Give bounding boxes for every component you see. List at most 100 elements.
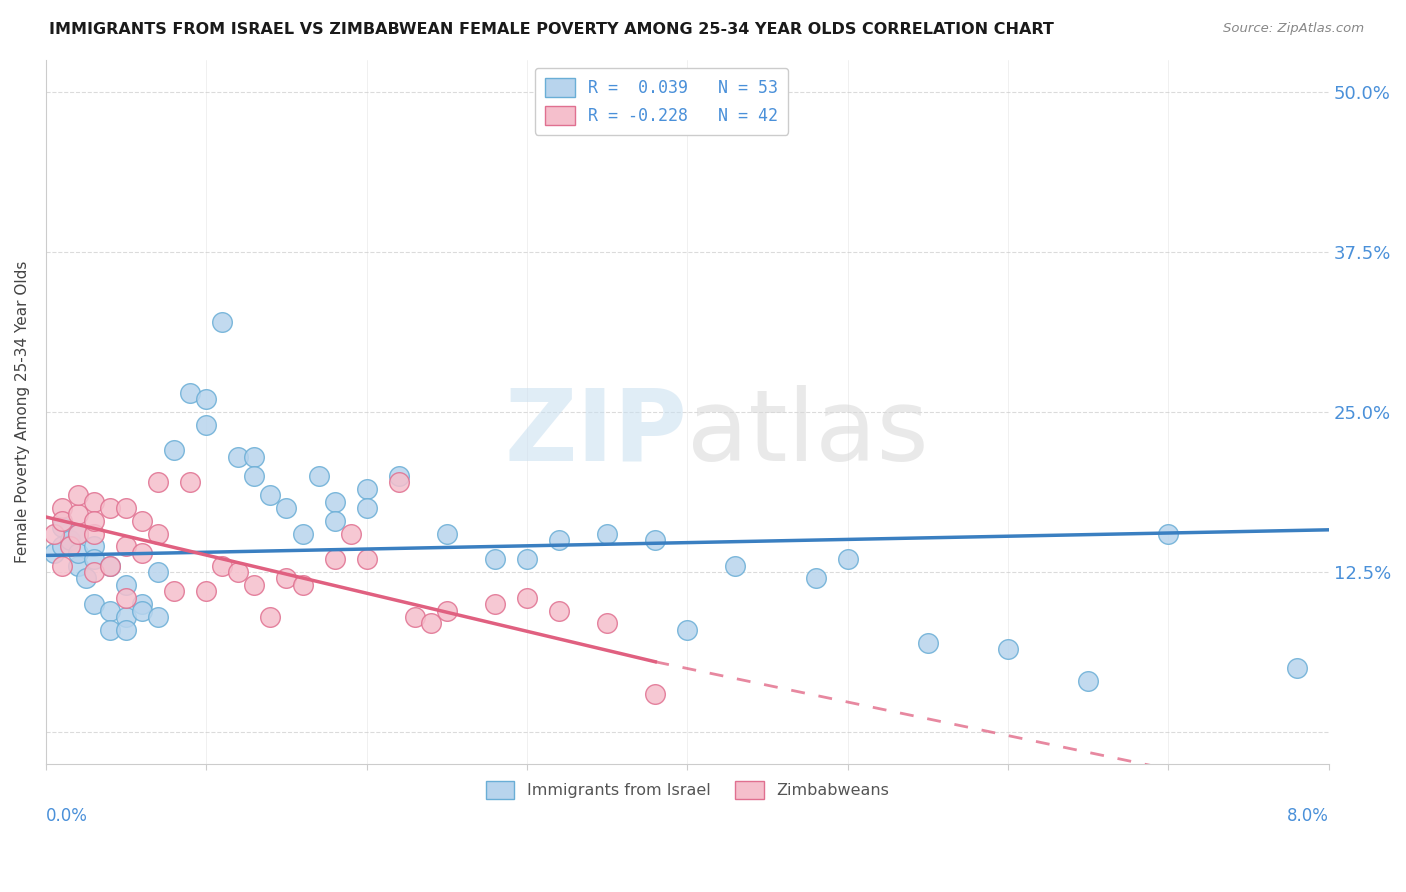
Point — [243, 450, 266, 464]
Point — [83, 526, 105, 541]
Point — [436, 526, 458, 541]
Y-axis label: Female Poverty Among 25-34 Year Olds: Female Poverty Among 25-34 Year Olds — [15, 260, 30, 563]
Point — [548, 603, 571, 617]
Point — [195, 417, 218, 432]
Point — [644, 533, 666, 547]
Point — [115, 501, 138, 516]
Point — [211, 558, 233, 573]
Point — [83, 540, 105, 554]
Point — [83, 494, 105, 508]
Point — [404, 610, 426, 624]
Point — [259, 488, 281, 502]
Point — [243, 469, 266, 483]
Point — [67, 558, 90, 573]
Point — [51, 514, 73, 528]
Point — [323, 494, 346, 508]
Point — [59, 540, 82, 554]
Point — [179, 385, 201, 400]
Text: 8.0%: 8.0% — [1286, 806, 1329, 824]
Point — [388, 475, 411, 490]
Point — [98, 558, 121, 573]
Point — [1157, 526, 1180, 541]
Point — [356, 552, 378, 566]
Point — [83, 514, 105, 528]
Point — [484, 552, 506, 566]
Point — [67, 526, 90, 541]
Point — [98, 501, 121, 516]
Point — [516, 591, 538, 605]
Point — [51, 520, 73, 534]
Point — [388, 469, 411, 483]
Point — [115, 591, 138, 605]
Point — [243, 578, 266, 592]
Point — [67, 508, 90, 522]
Point — [596, 616, 619, 631]
Point — [276, 572, 298, 586]
Point — [98, 558, 121, 573]
Point — [42, 546, 65, 560]
Point — [98, 603, 121, 617]
Point — [98, 623, 121, 637]
Point — [276, 501, 298, 516]
Point — [356, 482, 378, 496]
Text: IMMIGRANTS FROM ISRAEL VS ZIMBABWEAN FEMALE POVERTY AMONG 25-34 YEAR OLDS CORREL: IMMIGRANTS FROM ISRAEL VS ZIMBABWEAN FEM… — [49, 22, 1054, 37]
Point — [228, 565, 250, 579]
Point — [115, 610, 138, 624]
Point — [484, 597, 506, 611]
Point — [1285, 661, 1308, 675]
Point — [195, 584, 218, 599]
Point — [115, 578, 138, 592]
Point — [644, 687, 666, 701]
Point — [163, 584, 186, 599]
Text: 0.0%: 0.0% — [46, 806, 87, 824]
Text: ZIP: ZIP — [505, 384, 688, 482]
Point — [51, 540, 73, 554]
Point — [163, 443, 186, 458]
Point — [291, 578, 314, 592]
Point — [51, 501, 73, 516]
Point — [997, 642, 1019, 657]
Point — [59, 533, 82, 547]
Point — [67, 546, 90, 560]
Point — [436, 603, 458, 617]
Point — [83, 552, 105, 566]
Text: atlas: atlas — [688, 384, 929, 482]
Point — [83, 565, 105, 579]
Point — [75, 572, 97, 586]
Point — [596, 526, 619, 541]
Point — [148, 475, 170, 490]
Point — [51, 558, 73, 573]
Point — [804, 572, 827, 586]
Point — [211, 315, 233, 329]
Point — [548, 533, 571, 547]
Point — [131, 514, 153, 528]
Text: Source: ZipAtlas.com: Source: ZipAtlas.com — [1223, 22, 1364, 36]
Point — [356, 501, 378, 516]
Point — [148, 610, 170, 624]
Point — [917, 635, 939, 649]
Point — [259, 610, 281, 624]
Point — [67, 488, 90, 502]
Point — [308, 469, 330, 483]
Point — [115, 540, 138, 554]
Point — [131, 546, 153, 560]
Point — [115, 623, 138, 637]
Point — [339, 526, 361, 541]
Point — [131, 603, 153, 617]
Point — [837, 552, 859, 566]
Point — [291, 526, 314, 541]
Point — [516, 552, 538, 566]
Legend: Immigrants from Israel, Zimbabweans: Immigrants from Israel, Zimbabweans — [479, 774, 896, 805]
Point — [323, 514, 346, 528]
Point — [228, 450, 250, 464]
Point — [67, 526, 90, 541]
Point — [724, 558, 747, 573]
Point — [179, 475, 201, 490]
Point — [676, 623, 699, 637]
Point — [131, 597, 153, 611]
Point — [148, 565, 170, 579]
Point — [419, 616, 441, 631]
Point — [323, 552, 346, 566]
Point — [83, 597, 105, 611]
Point — [1077, 673, 1099, 688]
